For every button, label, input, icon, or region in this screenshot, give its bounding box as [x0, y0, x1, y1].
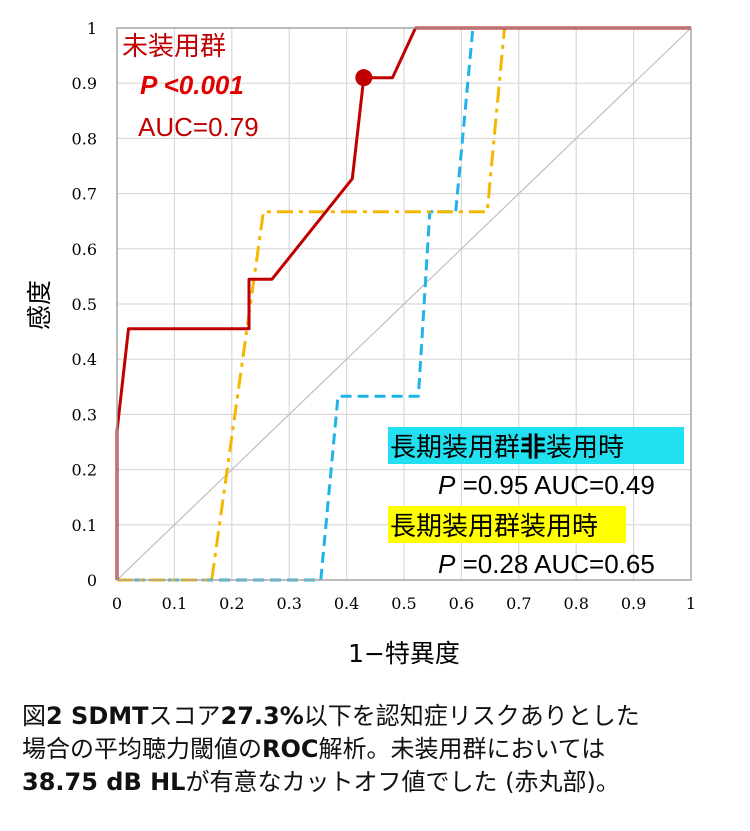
group2-title-a: 長期装用群: [390, 433, 520, 463]
group2-p-auc: =0.95 AUC=0.49: [455, 470, 654, 500]
group1-title: 未装用群: [122, 32, 226, 62]
caption-line-1: 図2 SDMTスコア27.3%以下を認知症リスクありとした: [22, 700, 742, 733]
y-tick-label: 0.6: [72, 240, 97, 259]
roc-curve-2: [117, 26, 691, 582]
roc-curve-1: [115, 26, 691, 580]
group3-highlight: [388, 506, 626, 543]
caption-paren-close: )。: [586, 768, 620, 796]
group2-title: 長期装用群非装用時: [390, 433, 624, 463]
cutoff-marker: [355, 69, 373, 87]
group1-p-value: P <0.001: [140, 70, 244, 100]
x-tick-label: 0.8: [563, 594, 588, 613]
group2-title-c: 装用時: [546, 433, 624, 463]
y-tick-label: 0.8: [72, 129, 97, 148]
caption-line3-b: が有意なカットオフ値でした: [185, 768, 498, 796]
y-tick-label: 1: [87, 19, 97, 38]
y-tick-labels: 0 0.1 0.2 0.3 0.4 0.5 0.6 0.7 0.8 0.9 1: [72, 19, 97, 590]
group3-title: 長期装用群装用時: [390, 512, 598, 542]
reference-diagonal: [116, 27, 692, 581]
y-axis-label: 感度: [25, 280, 54, 330]
x-tick-label: 0.6: [449, 594, 474, 613]
x-tick-label: 1: [686, 594, 696, 613]
y-tick-label: 0.7: [72, 185, 97, 204]
x-tick-label: 0: [112, 594, 122, 613]
roc-chart: 0 0.1 0.2 0.3 0.4 0.5 0.6 0.7 0.8 0.9 1 0 0.1 0.2 0.3…: [25, 19, 696, 668]
x-tick-label: 0.9: [621, 594, 646, 613]
y-tick-label: 0.2: [72, 461, 97, 480]
x-tick-label: 0.5: [391, 594, 416, 613]
y-tick-label: 0.5: [72, 295, 97, 314]
y-tick-label: 0: [87, 571, 97, 590]
x-tick-label: 0.3: [276, 594, 301, 613]
x-axis-label: 1−特異度: [348, 639, 460, 668]
x-tick-labels: 0 0.1 0.2 0.3 0.4 0.5 0.6 0.7 0.8 0.9 1: [112, 594, 696, 613]
group2-stats: P =0.95 AUC=0.49: [438, 470, 655, 500]
group3-p-auc: =0.28 AUC=0.65: [455, 549, 654, 579]
y-tick-label: 0.1: [72, 516, 97, 535]
caption-percent: 27.3%: [220, 702, 304, 730]
caption-fig-label: 図: [22, 702, 46, 730]
caption-cutoff-value: 38.75 dB HL: [22, 768, 186, 796]
x-tick-label: 0.1: [162, 594, 187, 613]
plot-frame: [116, 27, 692, 581]
group1-auc: AUC=0.79: [138, 112, 259, 142]
caption-red-circle-note: 赤丸部: [514, 768, 587, 796]
caption-paren-open: (: [497, 768, 515, 796]
caption-line-2: 場合の平均聴力閾値のROC解析。未装用群においては: [22, 733, 742, 766]
caption-line1-rest: 以下を認知症リスクありとした: [303, 702, 640, 730]
x-tick-label: 0.2: [219, 594, 244, 613]
y-tick-label: 0.3: [72, 405, 97, 424]
group2-highlight: [388, 427, 684, 464]
caption-fig-number: 2 SDMT: [46, 702, 149, 730]
group2-p-letter: P: [438, 470, 456, 500]
caption-roc: ROC: [262, 735, 319, 763]
x-tick-label: 0.4: [334, 594, 359, 613]
x-tick-label: 0.7: [506, 594, 531, 613]
y-tick-label: 0.9: [72, 74, 97, 93]
figure-caption: 図2 SDMTスコア27.3%以下を認知症リスクありとした 場合の平均聴力閾値の…: [22, 700, 742, 799]
caption-line-3: 38.75 dB HLが有意なカットオフ値でした (赤丸部)。: [22, 766, 742, 799]
group3-stats: P =0.28 AUC=0.65: [438, 549, 655, 579]
caption-line2-a: 場合の平均聴力閾値の: [22, 735, 262, 763]
y-tick-label: 0.4: [72, 350, 97, 369]
caption-score: スコア: [148, 702, 221, 730]
group3-p-letter: P: [438, 549, 456, 579]
caption-line2-c: 解析。未装用群においては: [318, 735, 606, 763]
group2-title-b: 非: [520, 433, 546, 463]
